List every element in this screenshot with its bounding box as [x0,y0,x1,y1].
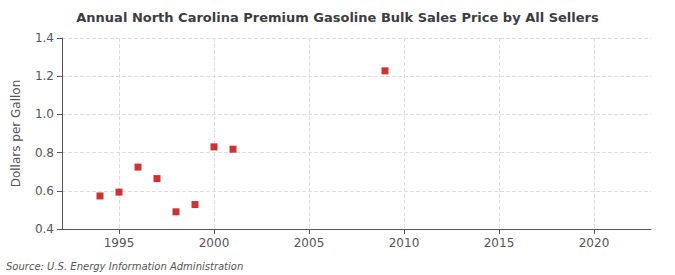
svg-text:1995: 1995 [104,236,135,250]
svg-text:1.2: 1.2 [35,69,54,83]
svg-text:0.4: 0.4 [35,222,54,236]
svg-text:1.0: 1.0 [35,107,54,121]
svg-text:Source: U.S. Energy Informatio: Source: U.S. Energy Information Administ… [6,261,243,272]
svg-text:1.4: 1.4 [35,31,54,45]
svg-text:2015: 2015 [484,236,515,250]
svg-text:0.8: 0.8 [35,146,54,160]
svg-text:0.6: 0.6 [35,184,54,198]
svg-text:2005: 2005 [294,236,325,250]
svg-text:2010: 2010 [389,236,420,250]
svg-text:2020: 2020 [579,236,610,250]
svg-text:Dollars per Gallon: Dollars per Gallon [9,80,23,188]
svg-text:Annual North Carolina Premium: Annual North Carolina Premium Gasoline B… [76,10,599,25]
svg-text:2000: 2000 [199,236,230,250]
